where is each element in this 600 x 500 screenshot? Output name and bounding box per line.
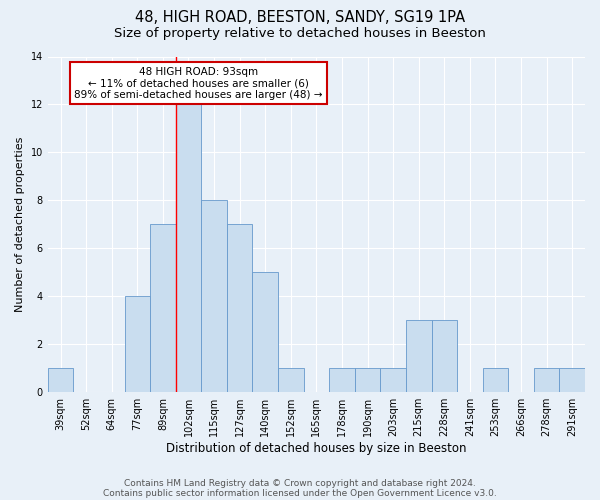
Bar [482,368,508,392]
Bar [201,200,227,392]
Text: Contains public sector information licensed under the Open Government Licence v3: Contains public sector information licen… [103,488,497,498]
Y-axis label: Number of detached properties: Number of detached properties [15,136,25,312]
Bar [380,368,406,392]
Bar [176,104,201,392]
Bar [253,272,278,392]
Bar [406,320,431,392]
Bar [355,368,380,392]
Text: Size of property relative to detached houses in Beeston: Size of property relative to detached ho… [114,28,486,40]
Text: 48, HIGH ROAD, BEESTON, SANDY, SG19 1PA: 48, HIGH ROAD, BEESTON, SANDY, SG19 1PA [135,10,465,25]
Bar [227,224,253,392]
Bar [125,296,150,392]
Bar [559,368,585,392]
Bar [534,368,559,392]
Bar [431,320,457,392]
Bar [278,368,304,392]
Text: Contains HM Land Registry data © Crown copyright and database right 2024.: Contains HM Land Registry data © Crown c… [124,478,476,488]
Bar [329,368,355,392]
Text: 48 HIGH ROAD: 93sqm
← 11% of detached houses are smaller (6)
89% of semi-detache: 48 HIGH ROAD: 93sqm ← 11% of detached ho… [74,66,322,100]
Bar [150,224,176,392]
Bar [48,368,73,392]
X-axis label: Distribution of detached houses by size in Beeston: Distribution of detached houses by size … [166,442,467,455]
